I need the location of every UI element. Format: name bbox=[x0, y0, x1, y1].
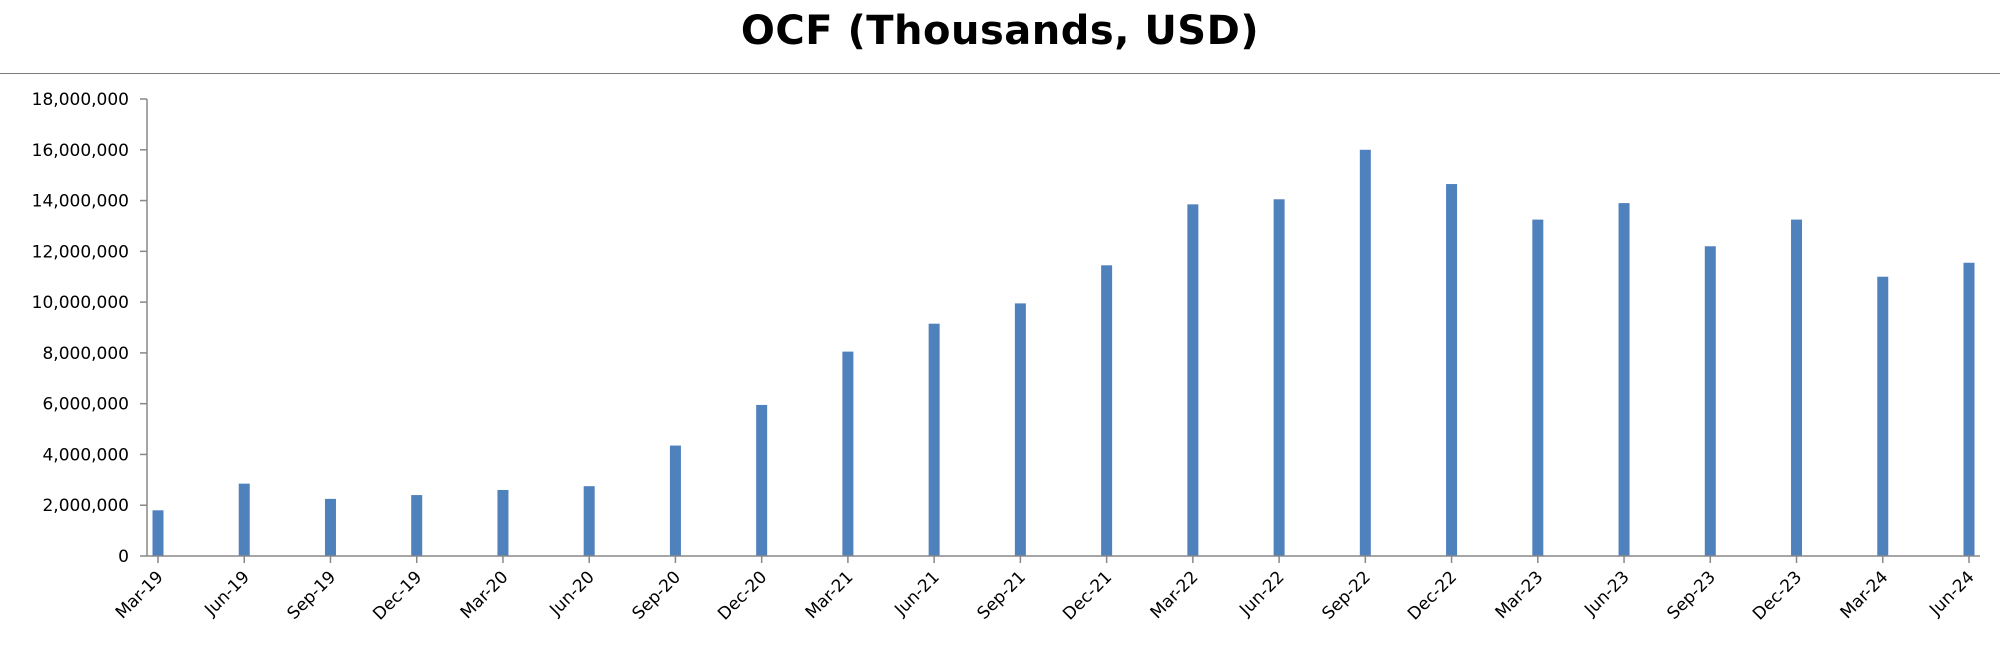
x-axis-tick-labels: Mar-19 Jun-19 Sep-19 Dec-19 Mar-20 Jun-20 Sep-… bbox=[112, 567, 1979, 624]
x-tick-label: Dec-20 bbox=[714, 567, 771, 624]
x-tick-label: Jun-19 bbox=[200, 567, 253, 620]
x-tick-label: Jun-22 bbox=[1235, 567, 1288, 620]
y-tick-label: 16,000,000 bbox=[32, 141, 129, 161]
y-axis-tick-labels: 0 2,000,000 4,000,000 6,000,000 8,000,000 10,… bbox=[32, 90, 129, 567]
x-tick-label: Mar-19 bbox=[112, 567, 168, 623]
bar bbox=[1187, 204, 1199, 556]
bar bbox=[1446, 184, 1458, 556]
bar bbox=[1101, 265, 1113, 556]
bar bbox=[583, 486, 595, 556]
x-tick-label: Jun-24 bbox=[1925, 567, 1978, 620]
bar bbox=[1791, 219, 1803, 556]
x-tick-label: Mar-20 bbox=[457, 567, 513, 623]
bar bbox=[152, 510, 164, 556]
x-tick-label: Jun-23 bbox=[1580, 567, 1633, 620]
bar bbox=[756, 404, 768, 556]
bar bbox=[1359, 149, 1371, 556]
bar bbox=[1704, 246, 1716, 556]
title-divider bbox=[0, 73, 2000, 74]
x-tick-label: Dec-23 bbox=[1749, 567, 1806, 624]
x-tick-label: Jun-21 bbox=[890, 567, 943, 620]
x-tick-label: Sep-22 bbox=[1318, 567, 1374, 623]
y-tick-label: 10,000,000 bbox=[32, 293, 129, 313]
x-tick-label: Mar-24 bbox=[1837, 567, 1893, 623]
y-tick-label: 2,000,000 bbox=[42, 496, 129, 516]
x-tick-label: Mar-21 bbox=[802, 567, 858, 623]
bar bbox=[669, 445, 681, 556]
x-axis-ticks bbox=[157, 556, 1970, 563]
y-tick-label: 12,000,000 bbox=[32, 242, 129, 262]
bar bbox=[1963, 262, 1975, 556]
bar bbox=[1877, 276, 1889, 556]
x-tick-label: Sep-23 bbox=[1663, 567, 1719, 623]
chart-title: OCF (Thousands, USD) bbox=[740, 8, 1260, 54]
bar bbox=[1618, 203, 1630, 556]
bar bbox=[411, 495, 423, 556]
bar bbox=[497, 489, 509, 556]
y-tick-label: 4,000,000 bbox=[42, 445, 129, 465]
bar bbox=[238, 483, 250, 556]
y-tick-label: 18,000,000 bbox=[32, 90, 129, 110]
x-tick-label: Mar-23 bbox=[1492, 567, 1548, 623]
bar bbox=[842, 351, 854, 556]
y-axis-ticks bbox=[140, 98, 147, 557]
bar bbox=[1273, 199, 1285, 556]
y-tick-label: 14,000,000 bbox=[32, 192, 129, 212]
x-tick-label: Dec-19 bbox=[369, 567, 426, 624]
bar bbox=[1532, 219, 1544, 556]
bars bbox=[152, 149, 1975, 556]
x-tick-label: Dec-22 bbox=[1404, 567, 1461, 624]
bar bbox=[1014, 303, 1026, 556]
x-tick-label: Mar-22 bbox=[1147, 567, 1203, 623]
bar bbox=[928, 323, 940, 556]
y-tick-label: 8,000,000 bbox=[42, 344, 129, 364]
y-tick-label: 0 bbox=[118, 547, 129, 567]
x-tick-label: Sep-19 bbox=[284, 567, 340, 623]
y-tick-label: 6,000,000 bbox=[42, 395, 129, 415]
bar bbox=[324, 498, 336, 556]
x-tick-label: Jun-20 bbox=[545, 567, 598, 620]
x-tick-label: Sep-21 bbox=[973, 567, 1029, 623]
x-tick-label: Dec-21 bbox=[1059, 567, 1116, 624]
x-tick-label: Sep-20 bbox=[629, 567, 685, 623]
